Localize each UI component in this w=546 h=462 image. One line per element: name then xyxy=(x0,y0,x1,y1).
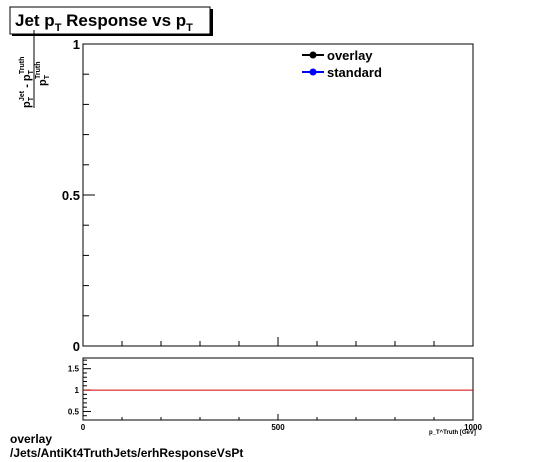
main-y-tick-label: 0 xyxy=(73,339,80,354)
chart-title: Jet pT Response vs pT xyxy=(9,6,213,36)
ratio-plot-frame xyxy=(82,357,474,421)
main-y-tick-label: 1 xyxy=(73,37,80,52)
ratio-y-tick-label: 1.5 xyxy=(68,365,80,374)
ratio-y-tick-label: 0.5 xyxy=(68,407,80,416)
title-shadow-bottom xyxy=(12,34,213,36)
footer-histogram-path: /Jets/AntiKt4TruthJets/erhResponseVsPt xyxy=(10,446,244,460)
ratio-x-axis: 0 500 1000 xyxy=(81,414,482,432)
ratio-x-tick-label: 1000 xyxy=(464,423,482,432)
y-axis-label: pTJet - pTTruth pTTruth xyxy=(19,30,51,108)
main-x-axis xyxy=(82,337,474,346)
legend-marker-standard xyxy=(309,68,317,76)
ratio-x-tick-label: 0 xyxy=(81,423,86,432)
y-label-numerator: pTJet - pTTruth xyxy=(19,57,35,108)
legend: overlay standard xyxy=(302,48,382,80)
ratio-y-axis: 0.5 1 1.5 xyxy=(68,359,91,416)
y-label-denominator: pTTruth xyxy=(35,61,51,86)
x-axis-label: p_T^Truth [GeV] xyxy=(429,430,476,436)
title-shadow-right xyxy=(210,9,213,36)
main-y-axis: 00.51 xyxy=(62,37,95,354)
main-y-tick-label: 0.5 xyxy=(62,188,80,203)
legend-marker-overlay xyxy=(309,51,317,59)
title-text: Jet pT Response vs pT xyxy=(15,11,193,34)
ratio-y-tick-label: 1 xyxy=(75,386,80,395)
legend-label-standard: standard xyxy=(327,65,382,80)
ratio-x-tick-label: 500 xyxy=(271,423,285,432)
main-plot-frame xyxy=(82,43,474,347)
legend-label-overlay: overlay xyxy=(327,48,373,63)
footer-overlay-label: overlay xyxy=(10,432,53,446)
title-box xyxy=(9,6,211,35)
